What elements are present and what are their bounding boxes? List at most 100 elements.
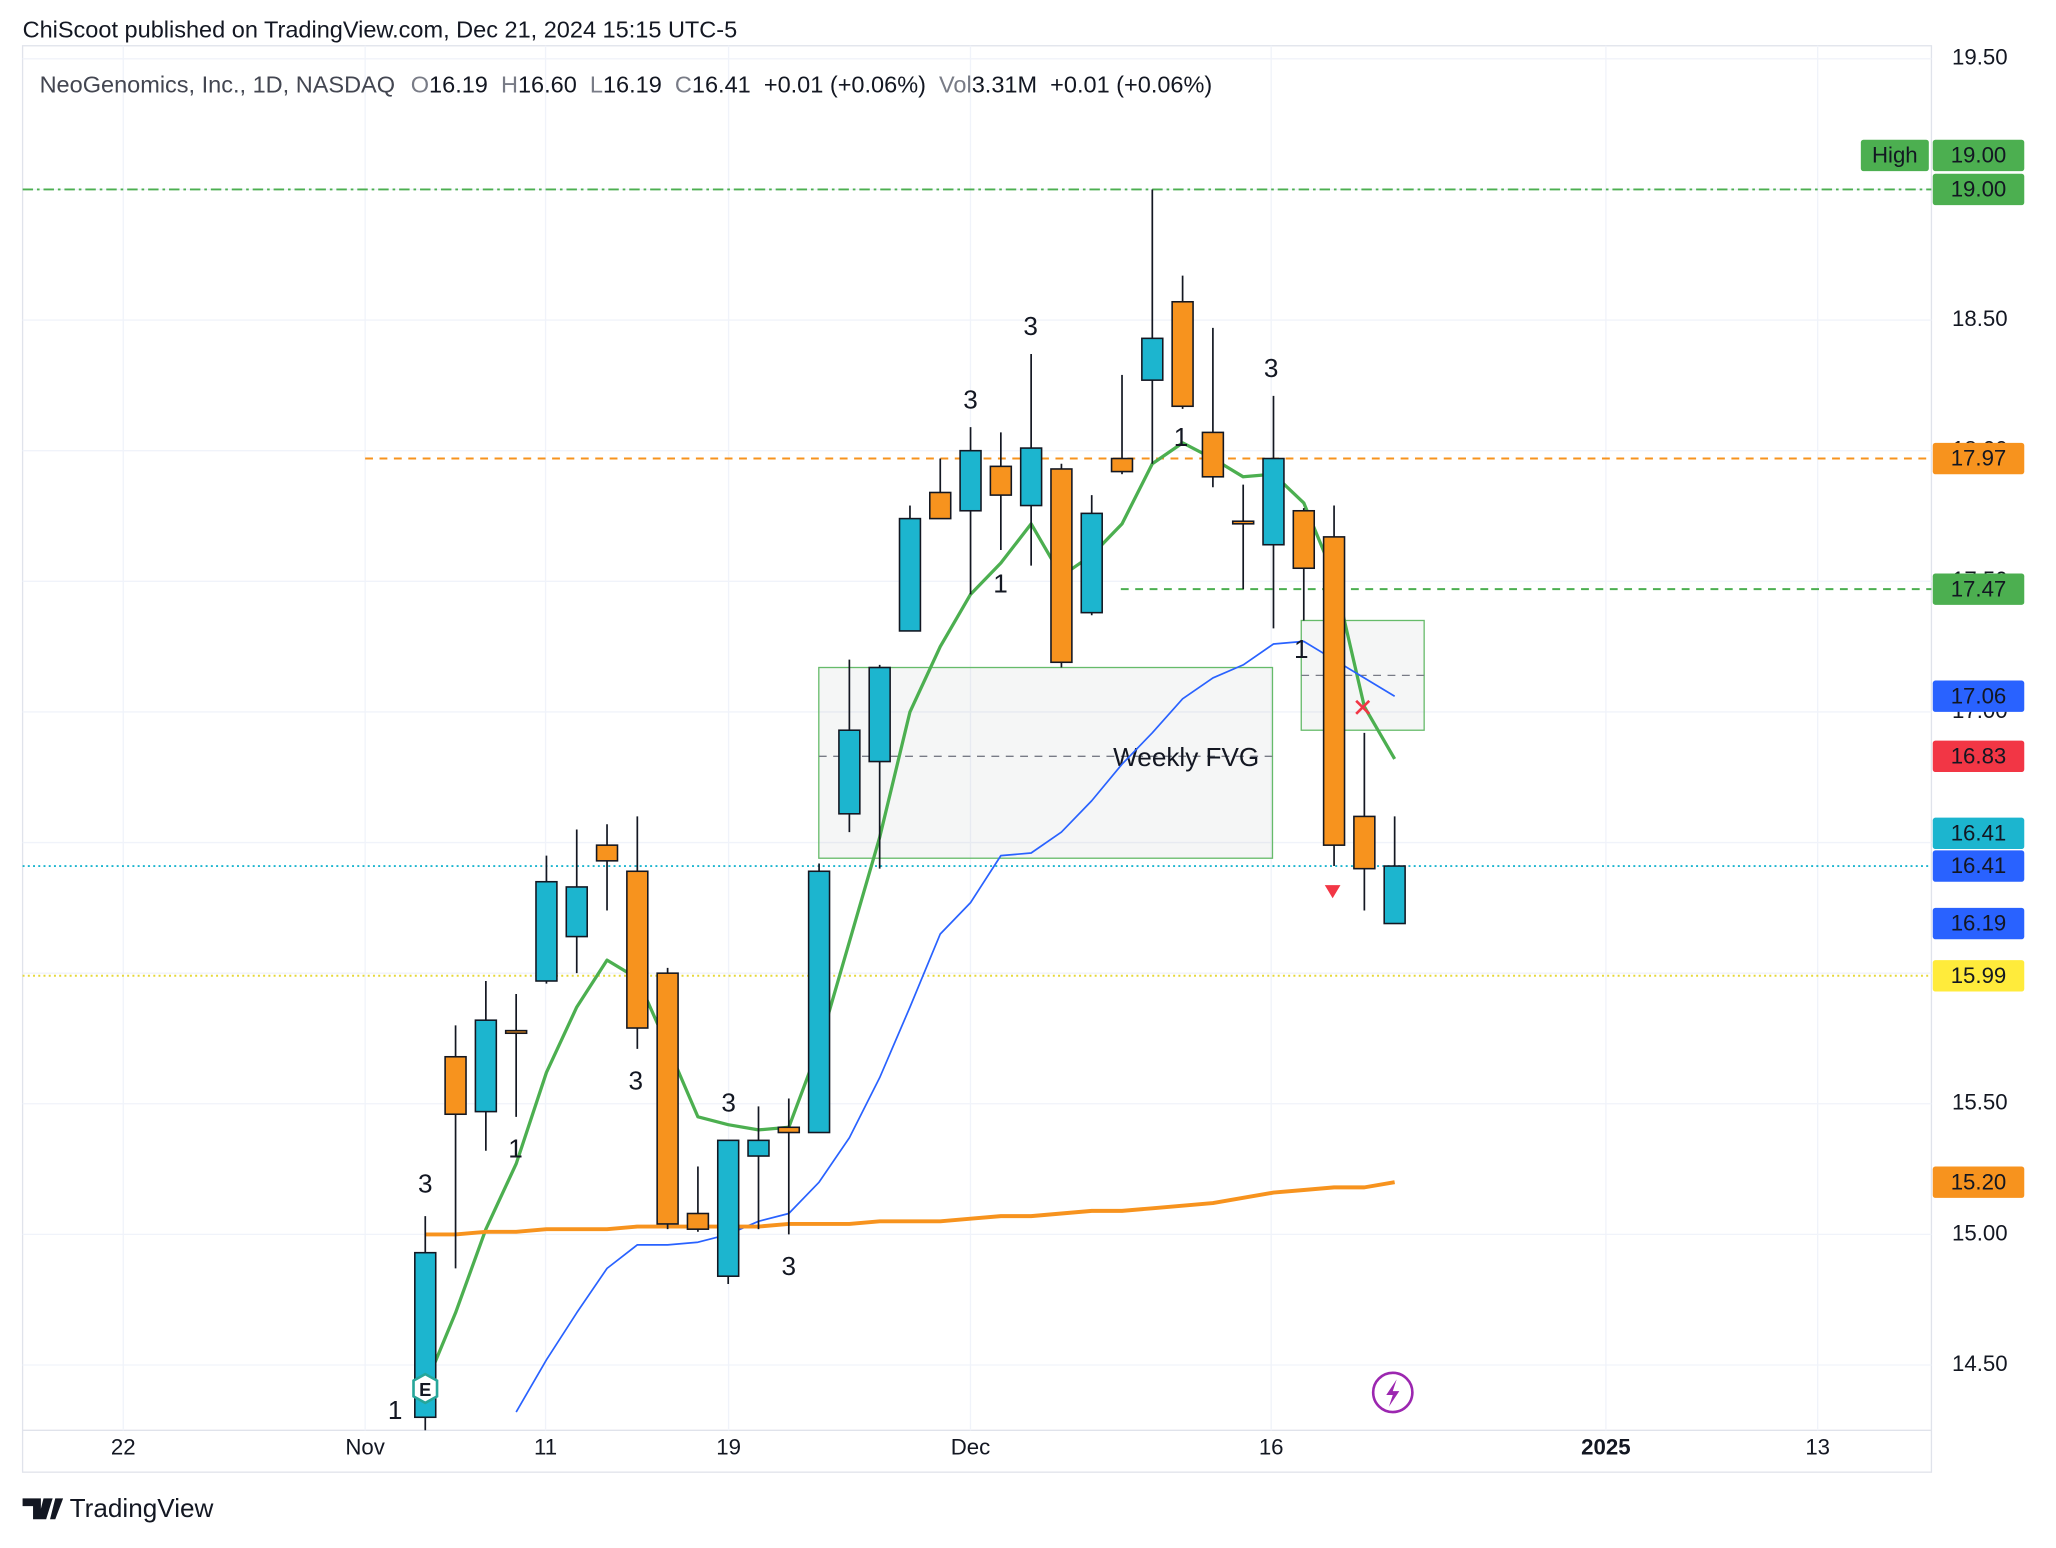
footer: TradingView	[70, 1493, 214, 1523]
candle-body	[716, 1139, 740, 1277]
price-label-box	[1932, 680, 2025, 712]
candle-body	[898, 517, 922, 632]
y-tick-label: 15.00	[1952, 1220, 2008, 1245]
candle-body	[1383, 865, 1406, 925]
x-tick-label: 2025	[1581, 1435, 1630, 1460]
legend-value: 16.41	[692, 72, 751, 98]
candle-body	[504, 1029, 528, 1035]
legend-key: H	[501, 72, 518, 98]
pattern-label: 3	[1264, 353, 1279, 383]
candle-body	[1201, 431, 1225, 478]
symbol: NeoGenomics, Inc., 1D, NASDAQ	[40, 72, 395, 98]
fvg-label: Weekly FVG	[1113, 742, 1259, 772]
x-tick-label: Nov	[345, 1435, 385, 1460]
legend: NeoGenomics, Inc., 1D, NASDAQ O16.19 H16.6…	[40, 72, 1213, 98]
pattern-label: 1	[508, 1133, 523, 1163]
candle-body	[1262, 457, 1285, 546]
candle-body	[1292, 509, 1316, 570]
candle-body	[565, 886, 588, 938]
candle-body	[807, 870, 831, 1134]
price-label-box	[1932, 139, 2025, 172]
candle-body	[1050, 468, 1073, 664]
footer-logo: TradingView	[22, 1493, 214, 1523]
price-label-box	[1932, 740, 2025, 773]
pattern-label: 1	[1294, 634, 1309, 664]
price-label-box	[1932, 573, 2025, 605]
grid	[22, 45, 1932, 1431]
pattern-label: 1	[1174, 422, 1189, 452]
plot: Weekly FVG 3 1 1 3 3 3 3 1 3 1 3 1	[22, 188, 1932, 1431]
price-label-box	[1932, 173, 2025, 206]
legend-key: L	[590, 72, 603, 98]
candle-body	[686, 1212, 710, 1230]
pattern-label: 3	[721, 1088, 736, 1118]
y-tick-label: 14.50	[1952, 1351, 2008, 1376]
price-label-box	[1932, 817, 2025, 850]
legend-key: Vol	[939, 72, 972, 98]
candle-body	[595, 844, 619, 862]
candle-body	[929, 491, 952, 520]
candle-body	[959, 449, 982, 512]
x-tick-label: 11	[534, 1435, 557, 1460]
x-tick-label: Dec	[951, 1435, 991, 1460]
legend-value: +0.01 (+0.06%)	[1050, 72, 1212, 98]
candle-body	[626, 870, 649, 1029]
pattern-label: 3	[781, 1251, 796, 1281]
earnings-badge: E	[419, 1379, 431, 1400]
price-label: 16.83	[1951, 744, 2007, 769]
candle-body	[1171, 300, 1194, 408]
price-label: 19.00	[1951, 143, 2007, 168]
y-tick-label: 15.50	[1952, 1090, 2008, 1115]
indicator-line	[515, 640, 1396, 1413]
y-tick-label: 18.50	[1952, 306, 2008, 331]
price-label: 19.00	[1951, 177, 2007, 202]
candle-body	[1231, 520, 1255, 525]
price-label: 15.99	[1951, 963, 2007, 988]
legend-value: 16.19	[603, 72, 662, 98]
candle-body	[1019, 447, 1043, 507]
candle-body	[838, 729, 861, 815]
price-label: 16.41	[1951, 853, 2007, 878]
candle-body	[535, 880, 558, 982]
cross-marker	[1355, 699, 1371, 715]
x-tick-label: 16	[1259, 1435, 1284, 1460]
pattern-label: 3	[1023, 311, 1038, 341]
price-label: 16.19	[1951, 911, 2007, 936]
y-tick-label: 19.50	[1952, 45, 2008, 70]
candle-body	[656, 972, 679, 1225]
price-label: 15.20	[1951, 1169, 2007, 1194]
earnings-shape	[412, 1372, 439, 1405]
frame	[21, 45, 1933, 1473]
indicator-line	[423, 441, 1397, 1387]
candle-body	[1141, 337, 1164, 381]
candle-body	[1110, 457, 1134, 473]
pattern-label: 1	[388, 1395, 403, 1425]
pattern-label: 1	[993, 569, 1008, 599]
candle-body	[777, 1126, 801, 1134]
candle-body	[989, 465, 1013, 496]
price-label-box	[1932, 442, 2025, 475]
alert-icon	[1371, 1371, 1414, 1414]
candle-body	[747, 1139, 770, 1157]
candle-body	[1322, 536, 1346, 846]
publisher: ChiScoot published on TradingView.com, D…	[23, 17, 738, 43]
fvg-zone	[818, 666, 1274, 859]
price-tag: High	[1872, 143, 1918, 168]
candle-body	[868, 666, 891, 763]
candle-body	[1080, 512, 1103, 614]
sell-marker	[1324, 885, 1341, 899]
x-tick-label: 13	[1805, 1435, 1830, 1460]
indicator-line	[425, 1180, 1395, 1237]
candle-body	[1353, 815, 1376, 870]
candle-body	[474, 1019, 498, 1113]
legend-value: 3.31M	[972, 72, 1037, 98]
pattern-label: 3	[629, 1065, 644, 1095]
pattern-label: 3	[963, 384, 978, 414]
price-label-box	[1932, 907, 2025, 940]
price-label-box	[1932, 1166, 2025, 1198]
price-label: 17.97	[1951, 446, 2007, 471]
candle-body	[444, 1055, 467, 1116]
x-tick-label: 19	[716, 1435, 741, 1460]
legend-key: C	[675, 72, 692, 98]
